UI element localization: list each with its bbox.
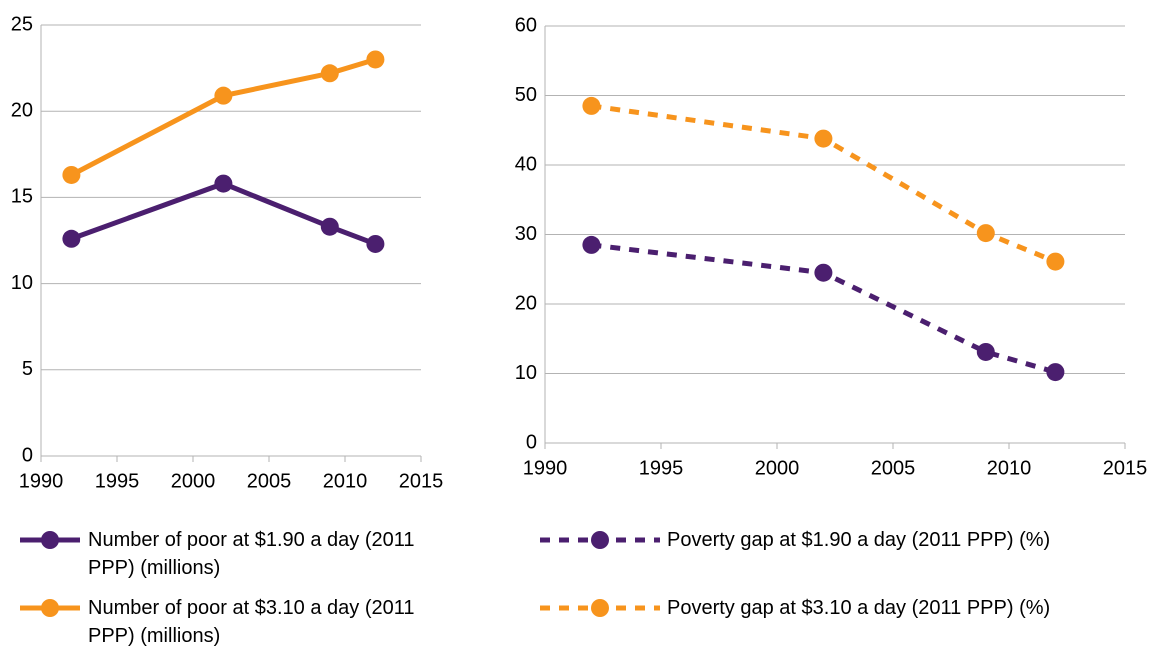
y-tick-label: 10 xyxy=(515,362,537,384)
legend-marker xyxy=(41,531,59,549)
point xyxy=(62,229,81,248)
y-tick-label: 20 xyxy=(11,99,33,121)
y-tick-label: 40 xyxy=(515,153,537,175)
point xyxy=(320,64,339,83)
point xyxy=(366,50,385,69)
series-line xyxy=(591,242,1057,375)
series-line xyxy=(70,180,377,247)
x-tick-label: 1995 xyxy=(639,457,684,479)
point xyxy=(214,174,233,193)
y-tick-label: 60 xyxy=(515,14,537,36)
x-tick-label: 1995 xyxy=(95,470,140,492)
y-tick-label: 20 xyxy=(515,292,537,314)
point xyxy=(62,165,81,184)
series-line xyxy=(591,103,1057,264)
legend-label: Number of poor at $1.90 a day (2011 PPP)… xyxy=(88,529,415,579)
legend-marker xyxy=(591,531,609,549)
x-tick-label: 2000 xyxy=(171,470,216,492)
legend-label: Poverty gap at $1.90 a day (2011 PPP) (%… xyxy=(667,529,1051,551)
y-tick-label: 50 xyxy=(515,84,537,106)
y-tick-label: 25 xyxy=(11,13,33,35)
x-tick-label: 2005 xyxy=(871,457,916,479)
point xyxy=(814,129,833,148)
y-tick-label: 0 xyxy=(22,444,33,466)
point xyxy=(976,342,995,361)
x-tick-label: 2010 xyxy=(987,457,1032,479)
legend-label: Poverty gap at $3.10 a day (2011 PPP) (%… xyxy=(667,597,1051,619)
x-tick-label: 1990 xyxy=(523,457,568,479)
y-tick-label: 15 xyxy=(11,186,33,208)
legend-label: Number of poor at $3.10 a day (2011 PPP)… xyxy=(88,597,415,647)
point xyxy=(320,217,339,236)
y-tick-label: 10 xyxy=(11,272,33,294)
y-tick-label: 5 xyxy=(22,358,33,380)
point xyxy=(366,234,385,253)
y-tick-label: 30 xyxy=(515,223,537,245)
point xyxy=(582,96,601,115)
x-tick-label: 2015 xyxy=(1103,457,1148,479)
x-tick-label: 2000 xyxy=(755,457,800,479)
point xyxy=(214,86,233,105)
legend-marker xyxy=(591,599,609,617)
y-tick-label: 0 xyxy=(526,431,537,453)
x-tick-label: 1990 xyxy=(19,470,64,492)
point xyxy=(814,263,833,282)
series-line xyxy=(70,57,377,178)
x-tick-label: 2010 xyxy=(323,470,368,492)
point xyxy=(976,224,995,243)
legend-marker xyxy=(41,599,59,617)
point xyxy=(1046,252,1065,271)
point xyxy=(582,235,601,254)
x-tick-label: 2005 xyxy=(247,470,292,492)
x-tick-label: 2015 xyxy=(399,470,444,492)
point xyxy=(1046,363,1065,382)
